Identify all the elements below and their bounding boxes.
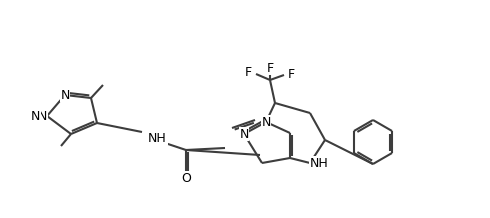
Text: N: N	[261, 116, 270, 128]
Text: N: N	[239, 128, 249, 140]
Text: N: N	[38, 109, 47, 123]
Text: N: N	[60, 89, 70, 102]
Text: F: F	[245, 65, 252, 78]
Text: O: O	[181, 172, 191, 184]
Text: F: F	[288, 68, 295, 80]
Text: NH: NH	[310, 157, 329, 170]
Text: F: F	[267, 61, 273, 75]
Text: NH: NH	[148, 131, 167, 145]
Text: N: N	[30, 109, 40, 123]
